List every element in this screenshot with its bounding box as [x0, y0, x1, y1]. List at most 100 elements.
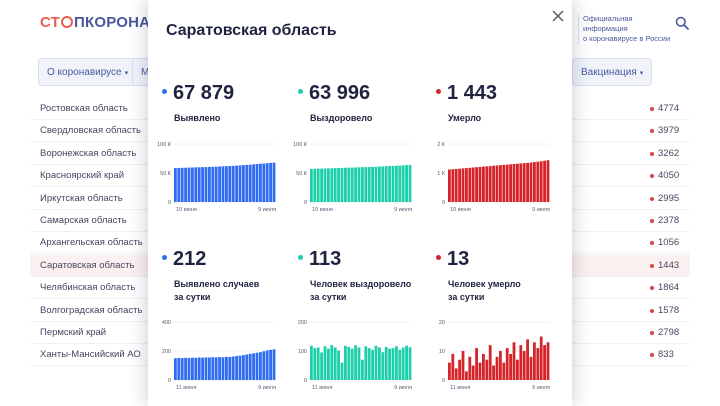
y-tick-label: 0	[304, 200, 307, 206]
chart-bar	[197, 357, 201, 380]
region-name: Самарская область	[40, 215, 127, 226]
logo-part-2: ПКОРОНАВИ	[74, 14, 173, 31]
close-button[interactable]	[550, 8, 566, 24]
chart-bar	[461, 351, 465, 380]
region-name: Иркутская область	[40, 192, 123, 204]
nav-vaccination-label: Вакцинация	[581, 67, 637, 78]
chart-bar	[242, 165, 245, 202]
status-dot-icon	[650, 353, 654, 358]
mini-bar-chart: 100 К 50 К 0 10 июня 9 июля	[288, 138, 418, 226]
chart-bar	[214, 166, 218, 202]
region-name: Красноярский край	[40, 170, 124, 182]
chart-svg: 200 100 0 11 июня 9 июля	[298, 320, 412, 391]
x-tick-label: 10 июня	[176, 207, 197, 213]
chart-bar	[519, 163, 523, 202]
chart-bar	[204, 357, 208, 380]
chart-bar	[509, 353, 512, 380]
chart-bar	[546, 342, 550, 380]
chart-bar	[174, 168, 177, 202]
status-dot-icon	[650, 151, 654, 156]
chart-bar	[478, 362, 482, 380]
chart-bar	[408, 164, 412, 202]
official-line-2: о коронавирусе в России	[583, 34, 671, 43]
chart-bar	[543, 345, 546, 380]
chart-bar	[333, 168, 337, 202]
region-value: 1864	[658, 282, 680, 294]
chart-bar	[320, 168, 323, 202]
chart-bar	[184, 167, 187, 202]
chart-bar	[378, 166, 381, 202]
region-value: 833	[658, 349, 674, 361]
chart-bar	[269, 162, 272, 202]
y-tick-label: 400	[162, 320, 171, 326]
chart-bar	[509, 164, 512, 202]
chart-bar	[208, 166, 211, 202]
region-value: 3979	[658, 125, 680, 137]
chart-bar	[512, 342, 516, 380]
site-logo[interactable]: СТ ПКОРОНАВИ	[40, 14, 172, 31]
chart-bar	[310, 168, 313, 202]
y-tick-label: 100 К	[157, 142, 172, 148]
chart-bar	[384, 346, 388, 380]
chart-bar	[231, 356, 235, 380]
stat-dot-icon	[162, 255, 167, 260]
chart-bar	[529, 356, 533, 380]
chart-bar	[221, 357, 225, 380]
chart-bar	[248, 353, 252, 380]
chart-bar	[323, 168, 327, 202]
status-dot-icon	[650, 286, 654, 291]
chart-bar	[204, 167, 208, 202]
chart-bar	[194, 357, 198, 380]
chart-bar	[499, 351, 502, 380]
region-value: 4050	[658, 170, 680, 182]
stat-head: 67 879	[162, 82, 234, 105]
chart-bar	[218, 357, 221, 380]
chart-bar	[330, 168, 334, 202]
chart-bar	[327, 168, 330, 202]
chart-bar	[191, 167, 194, 202]
chart-bar	[265, 163, 269, 202]
mini-bar-chart: 200 100 0 11 июня 9 июля	[288, 316, 418, 404]
x-tick-label: 9 июля	[532, 207, 550, 213]
chart-bar	[218, 166, 221, 202]
chart-bar	[533, 162, 536, 202]
chart-bar	[313, 348, 317, 380]
stat-label: Умерло	[448, 113, 482, 123]
chart-bar	[225, 166, 228, 202]
chart-bar	[378, 347, 381, 380]
chart-bar	[371, 166, 374, 202]
region-name: Челябинская область	[40, 282, 136, 294]
nav-about[interactable]: О коронавирусе ▾	[38, 58, 138, 86]
chart-bar	[337, 168, 340, 202]
chart-bar	[337, 350, 340, 380]
y-tick-label: 20	[439, 320, 445, 326]
chart-bar	[512, 164, 516, 202]
x-tick-label: 9 июля	[394, 385, 412, 391]
search-icon[interactable]	[675, 16, 689, 35]
region-name: Саратовская область	[40, 259, 135, 271]
chart-bar	[405, 165, 408, 202]
status-dot-icon	[650, 174, 654, 179]
stat-label: Выявлено	[174, 113, 221, 123]
region-name: Воронежская область	[40, 147, 137, 159]
status-dot-icon	[650, 241, 654, 246]
logo-part-1: СТ	[40, 14, 61, 31]
chart-bar	[374, 166, 378, 202]
chart-bar	[174, 358, 177, 380]
chart-bar	[488, 345, 492, 380]
stat-label: Выздоровело	[310, 113, 373, 123]
chart-bar	[201, 357, 204, 380]
chart-bar	[529, 162, 533, 202]
chart-bar	[180, 358, 184, 380]
chart-bar	[228, 165, 232, 202]
chart-bar	[381, 352, 385, 380]
chart-bar	[533, 342, 536, 380]
chart-bar	[354, 345, 357, 380]
chart-bar	[265, 350, 269, 380]
region-value: 4774	[658, 103, 680, 114]
chart-bar	[323, 346, 327, 380]
logo-ring-icon	[61, 16, 74, 28]
chart-bar	[347, 346, 351, 380]
nav-vaccination[interactable]: Вакцинация ▾	[572, 58, 653, 86]
chart-bar	[235, 165, 238, 202]
